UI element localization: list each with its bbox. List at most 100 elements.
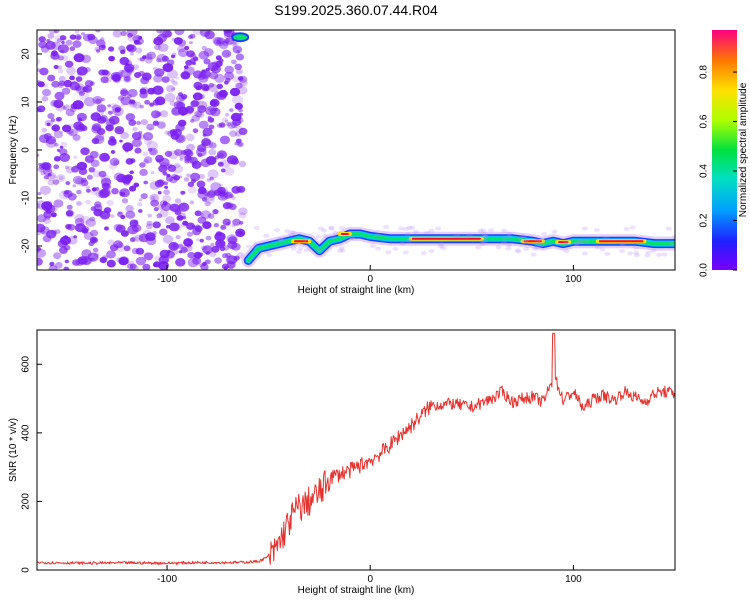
noise-blob <box>217 191 229 201</box>
noise-blob <box>91 237 97 243</box>
noise-blob <box>174 198 182 204</box>
noise-blob <box>152 85 164 95</box>
noise-blob <box>85 185 91 190</box>
noise-blob <box>133 219 139 224</box>
noise-blob <box>189 200 195 205</box>
noise-blob <box>90 257 95 261</box>
noise-blob <box>234 131 242 137</box>
noise-blob <box>49 261 55 267</box>
noise-blob <box>183 65 189 69</box>
noise-blob <box>238 127 248 136</box>
noise-blob <box>203 48 214 57</box>
ridge-halo-blob <box>671 235 675 239</box>
snr-y-label: SNR (10 * v/v) <box>8 418 19 482</box>
noise-blob <box>65 60 74 68</box>
ridge-halo-blob <box>337 248 344 253</box>
noise-blob <box>74 30 80 34</box>
noise-blob <box>159 110 169 118</box>
noise-blob <box>51 80 60 88</box>
noise-blob <box>180 71 191 80</box>
ridge-halo-blob <box>287 232 294 237</box>
noise-blob <box>147 213 152 218</box>
noise-blob <box>177 106 189 116</box>
noise-blob <box>191 61 196 65</box>
noise-blob <box>131 235 139 242</box>
noise-blob <box>159 162 169 170</box>
ridge-halo-blob <box>534 244 540 249</box>
noise-blob <box>69 106 77 113</box>
colorbar-tick-label: 0.6 <box>699 114 710 128</box>
noise-blob <box>117 95 125 101</box>
noise-blob <box>196 180 206 188</box>
noise-blob <box>81 249 92 258</box>
ridge-halo-blob <box>506 231 513 236</box>
snr-panel: -100 0 100 0 200 400 600 Height of straight l… <box>8 329 676 596</box>
noise-blob <box>85 218 97 227</box>
noise-blob <box>132 101 142 109</box>
noise-blob <box>101 182 110 190</box>
noise-blob <box>233 255 240 261</box>
noise-blob <box>208 149 217 156</box>
noise-blob <box>201 245 207 251</box>
noise-blob <box>191 160 202 169</box>
noise-blob <box>72 40 82 48</box>
noise-blob <box>118 45 126 52</box>
noise-blob <box>118 256 130 265</box>
noise-blob <box>67 193 77 201</box>
ridge-halo-blob <box>475 245 482 250</box>
ridge-halo-blob <box>644 253 651 258</box>
noise-blob <box>197 190 209 200</box>
noise-blob <box>95 187 100 191</box>
ridge-halo-blob <box>633 253 640 258</box>
ridge-halo-blob <box>297 246 304 251</box>
noise-blob <box>109 56 114 60</box>
noise-blob <box>74 218 85 226</box>
noise-blob <box>138 131 143 135</box>
noise-blob <box>164 130 170 135</box>
noise-blob <box>197 216 207 224</box>
ridge-halo-blob <box>523 246 530 251</box>
noise-blob <box>234 102 243 110</box>
ridge-halo-blob <box>482 234 489 239</box>
noise-blob <box>159 30 171 38</box>
ridge-halo-blob <box>369 243 376 248</box>
noise-blob <box>37 203 41 209</box>
noise-blob <box>162 194 172 203</box>
noise-blob <box>168 150 179 160</box>
noise-blob <box>39 67 49 76</box>
noise-blob <box>54 91 65 101</box>
noise-blob <box>157 179 165 186</box>
ridge-halo-blob <box>338 225 345 230</box>
noise-blob <box>207 61 219 72</box>
noise-blob <box>212 209 219 215</box>
noise-blob <box>69 75 75 81</box>
spectrogram-y-label: Frequency (Hz) <box>8 116 19 185</box>
noise-blob <box>107 110 113 115</box>
noise-blob <box>240 232 244 236</box>
noise-blob <box>224 119 229 123</box>
ridge-halo-blob <box>321 228 327 233</box>
noise-blob <box>117 211 122 215</box>
noise-blob <box>132 127 138 132</box>
noise-blob <box>198 74 209 83</box>
noise-blob <box>194 210 202 217</box>
noise-blob <box>120 69 132 78</box>
noise-blob <box>123 245 131 252</box>
noise-blob <box>147 147 153 152</box>
noise-blob <box>156 30 163 34</box>
noise-blob <box>191 100 199 106</box>
noise-blob <box>219 135 230 145</box>
noise-blob <box>45 136 57 145</box>
noise-blob <box>125 210 136 219</box>
noise-hotspot <box>231 32 250 43</box>
noise-blob <box>58 80 65 86</box>
noise-blob <box>238 207 248 216</box>
colorbar-label: Normalized spectral amplitude <box>738 82 749 217</box>
noise-blob <box>143 156 153 164</box>
noise-blob <box>64 190 70 195</box>
noise-blob <box>166 69 178 79</box>
noise-blob <box>208 142 217 149</box>
noise-blob <box>220 168 226 173</box>
noise-blob <box>166 224 171 229</box>
noise-blob <box>192 257 202 265</box>
